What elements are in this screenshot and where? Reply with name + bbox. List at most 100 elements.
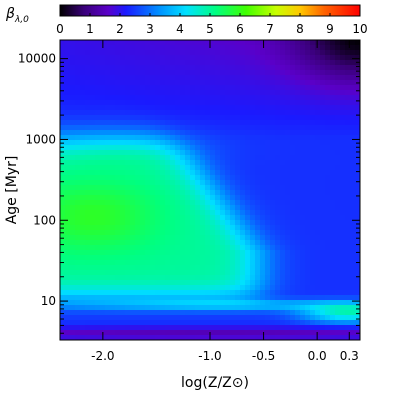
heatmap-cell xyxy=(150,325,156,331)
heatmap-cell xyxy=(165,230,171,236)
heatmap-cell xyxy=(330,260,336,266)
heatmap-cell xyxy=(240,90,246,96)
heatmap-cell xyxy=(240,300,246,306)
heatmap-cell xyxy=(140,285,146,291)
heatmap-cell xyxy=(145,125,151,131)
heatmap-cell xyxy=(165,250,171,256)
heatmap-cell xyxy=(185,225,191,231)
heatmap-cell xyxy=(195,245,201,251)
heatmap-cell xyxy=(280,145,286,151)
heatmap-cell xyxy=(160,110,166,116)
heatmap-cell xyxy=(150,215,156,221)
heatmap-cell xyxy=(350,220,356,226)
heatmap-cell xyxy=(145,155,151,161)
heatmap-cell xyxy=(310,270,316,276)
heatmap-cell xyxy=(295,240,301,246)
heatmap-cell xyxy=(245,70,251,76)
heatmap-cell xyxy=(245,235,251,241)
heatmap-cell xyxy=(115,90,121,96)
heatmap-cell xyxy=(335,285,341,291)
colorbar-tick-label: 1 xyxy=(86,22,94,36)
heatmap-cell xyxy=(155,170,161,176)
heatmap-cell xyxy=(140,165,146,171)
heatmap-cell xyxy=(230,330,236,336)
heatmap-cell xyxy=(80,125,86,131)
heatmap-cell xyxy=(285,335,291,340)
heatmap-cell xyxy=(210,325,216,331)
heatmap-cell xyxy=(200,225,206,231)
heatmap-cell xyxy=(200,130,206,136)
heatmap-cell xyxy=(135,220,141,226)
heatmap-cell xyxy=(235,270,241,276)
heatmap-cell xyxy=(220,165,226,171)
heatmap-cell xyxy=(105,200,111,206)
heatmap-cell xyxy=(155,275,161,281)
heatmap-cell xyxy=(215,175,221,181)
heatmap-cell xyxy=(155,65,161,71)
heatmap-cell xyxy=(180,190,186,196)
heatmap-cell xyxy=(345,245,351,251)
heatmap-cell xyxy=(175,295,181,301)
heatmap-cell xyxy=(245,160,251,166)
heatmap-cell xyxy=(320,315,326,321)
heatmap-cell xyxy=(255,295,261,301)
heatmap-cell xyxy=(165,120,171,126)
heatmap-cell xyxy=(335,330,341,336)
heatmap-cell xyxy=(255,225,261,231)
heatmap-cell xyxy=(340,120,346,126)
heatmap-cell xyxy=(215,50,221,56)
heatmap-cell xyxy=(235,300,241,306)
heatmap-cell xyxy=(145,110,151,116)
heatmap-cell xyxy=(270,130,276,136)
heatmap-cell xyxy=(245,135,251,141)
heatmap-cell xyxy=(155,110,161,116)
heatmap-cell xyxy=(325,100,331,106)
heatmap-cell xyxy=(215,220,221,226)
heatmap-cell xyxy=(160,210,166,216)
heatmap-cell xyxy=(60,110,66,116)
heatmap-cell xyxy=(260,215,266,221)
heatmap-cell xyxy=(160,150,166,156)
heatmap-cell xyxy=(150,130,156,136)
heatmap-cell xyxy=(225,325,231,331)
heatmap-cell xyxy=(245,315,251,321)
heatmap-cell xyxy=(275,225,281,231)
heatmap-cell xyxy=(310,100,316,106)
heatmap-cell xyxy=(335,245,341,251)
heatmap-cell xyxy=(290,305,296,311)
heatmap-cell xyxy=(240,170,246,176)
heatmap-cell xyxy=(285,290,291,296)
heatmap-cell xyxy=(165,170,171,176)
heatmap-cell xyxy=(165,270,171,276)
heatmap-cell xyxy=(300,330,306,336)
heatmap-cell xyxy=(280,155,286,161)
heatmap-cell xyxy=(155,325,161,331)
heatmap-cell xyxy=(90,325,96,331)
heatmap-cell xyxy=(115,140,121,146)
heatmap-cell xyxy=(85,200,91,206)
heatmap-cell xyxy=(260,265,266,271)
heatmap-cell xyxy=(245,205,251,211)
heatmap-cell xyxy=(275,215,281,221)
heatmap-cell xyxy=(200,220,206,226)
heatmap-cell xyxy=(105,290,111,296)
heatmap-cell xyxy=(110,145,116,151)
heatmap-cell xyxy=(230,210,236,216)
heatmap-cell xyxy=(105,310,111,316)
heatmap-cell xyxy=(220,55,226,61)
heatmap-cell xyxy=(290,210,296,216)
heatmap-cell xyxy=(290,245,296,251)
heatmap-cell xyxy=(145,60,151,66)
heatmap-cell xyxy=(160,330,166,336)
heatmap-cell xyxy=(160,90,166,96)
heatmap-cell xyxy=(275,185,281,191)
heatmap-cell xyxy=(225,50,231,56)
heatmap-cell xyxy=(225,260,231,266)
heatmap-cell xyxy=(320,275,326,281)
heatmap-cell xyxy=(245,90,251,96)
heatmap-cell xyxy=(320,225,326,231)
heatmap-cell xyxy=(100,305,106,311)
heatmap-cell xyxy=(240,80,246,86)
heatmap-cell xyxy=(140,325,146,331)
heatmap-cell xyxy=(230,80,236,86)
